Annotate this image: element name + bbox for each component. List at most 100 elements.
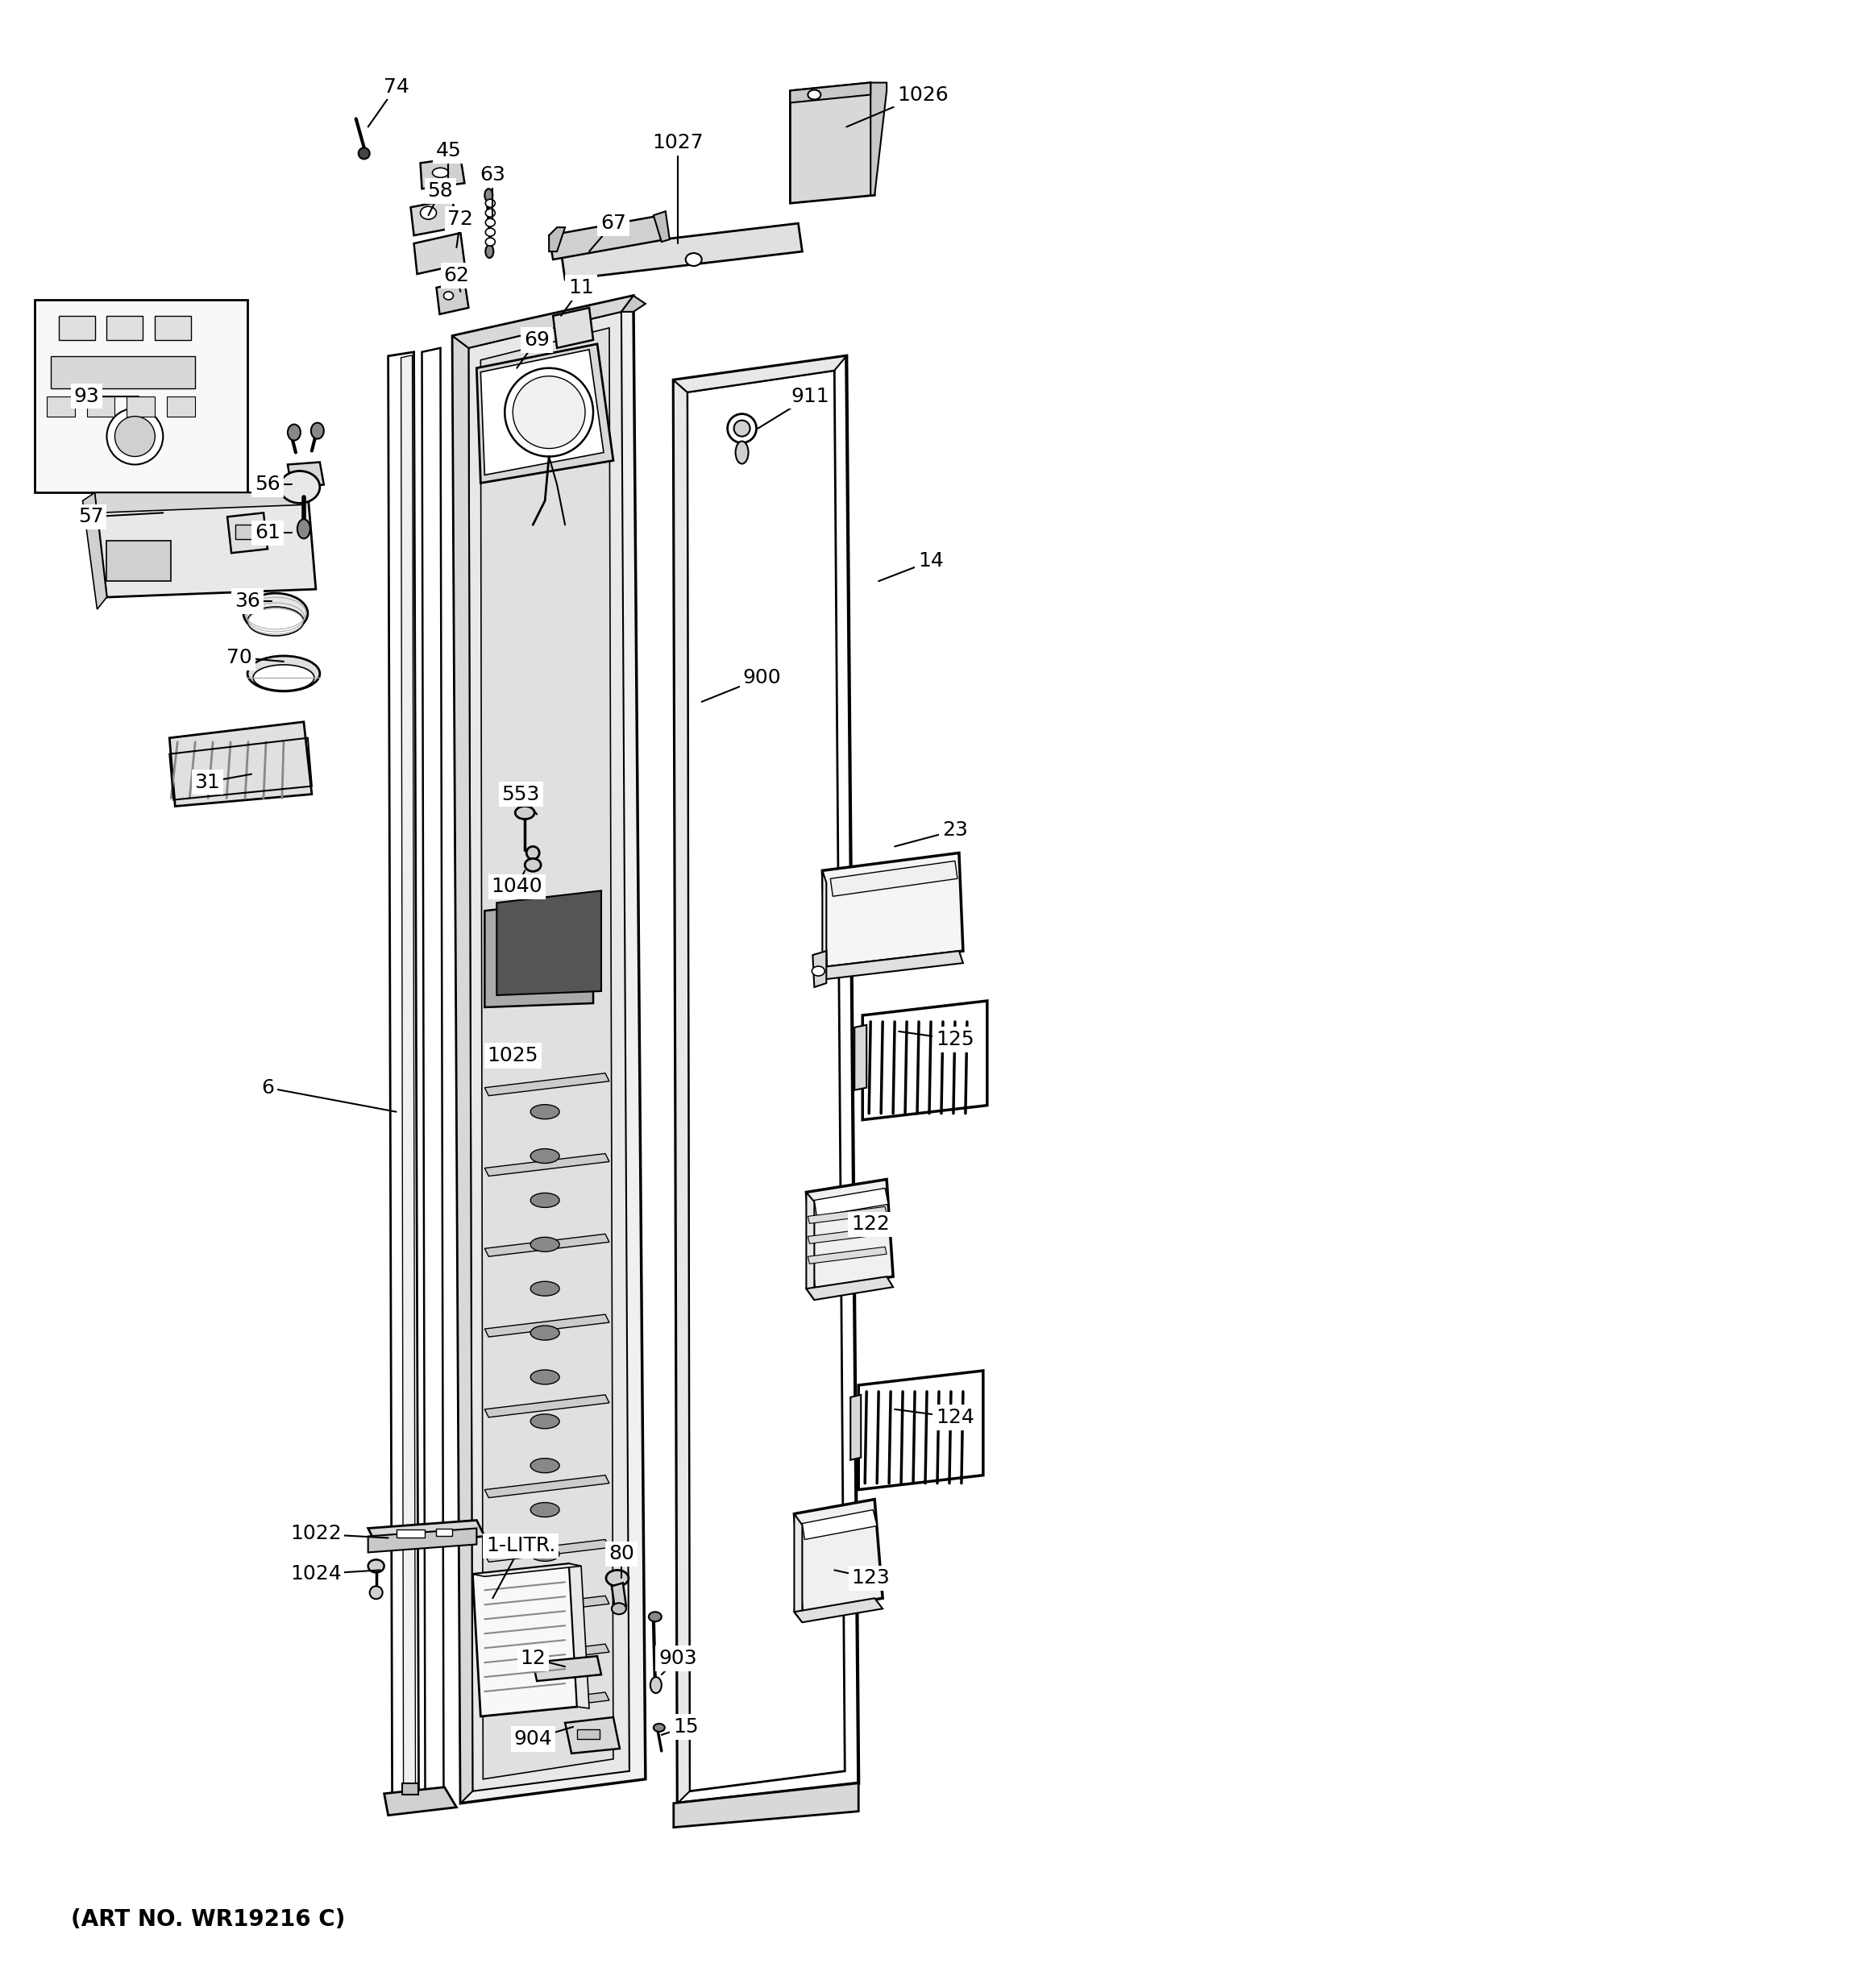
Bar xyxy=(155,316,192,340)
Ellipse shape xyxy=(530,1237,559,1252)
Polygon shape xyxy=(82,493,106,608)
Text: 1024: 1024 xyxy=(291,1565,341,1584)
Ellipse shape xyxy=(530,1149,559,1163)
Ellipse shape xyxy=(444,292,453,300)
Polygon shape xyxy=(410,199,457,235)
Ellipse shape xyxy=(244,592,308,634)
Text: 23: 23 xyxy=(942,821,968,841)
Text: 63: 63 xyxy=(479,165,505,185)
Text: 1027: 1027 xyxy=(653,133,703,153)
Ellipse shape xyxy=(311,423,325,439)
Text: 553: 553 xyxy=(502,785,541,803)
Polygon shape xyxy=(565,1718,619,1753)
Polygon shape xyxy=(548,227,565,252)
Polygon shape xyxy=(485,1539,610,1563)
Polygon shape xyxy=(806,1193,815,1300)
Polygon shape xyxy=(367,1521,485,1545)
Text: 58: 58 xyxy=(427,181,453,201)
Text: 1040: 1040 xyxy=(490,877,543,897)
Text: 15: 15 xyxy=(673,1718,698,1738)
Ellipse shape xyxy=(649,1612,662,1622)
Text: 1-LITR.: 1-LITR. xyxy=(487,1537,556,1557)
Polygon shape xyxy=(794,1513,802,1622)
Ellipse shape xyxy=(612,1602,627,1614)
Ellipse shape xyxy=(530,1413,559,1429)
Polygon shape xyxy=(485,1692,610,1716)
Ellipse shape xyxy=(116,415,155,457)
Text: 93: 93 xyxy=(75,386,99,406)
Polygon shape xyxy=(791,83,875,203)
Text: 74: 74 xyxy=(384,78,408,95)
Polygon shape xyxy=(401,356,416,1797)
Text: 122: 122 xyxy=(850,1215,890,1235)
Text: 70: 70 xyxy=(228,648,252,668)
Polygon shape xyxy=(453,336,472,1803)
Text: 125: 125 xyxy=(936,1030,974,1050)
Ellipse shape xyxy=(254,664,313,690)
Bar xyxy=(106,541,172,580)
Polygon shape xyxy=(170,722,311,807)
Ellipse shape xyxy=(485,219,494,227)
Ellipse shape xyxy=(530,1636,559,1650)
Text: 14: 14 xyxy=(918,551,944,571)
Polygon shape xyxy=(388,352,420,1799)
Polygon shape xyxy=(477,344,614,483)
Polygon shape xyxy=(815,1189,888,1217)
Text: 67: 67 xyxy=(601,213,627,233)
Ellipse shape xyxy=(513,376,586,449)
Polygon shape xyxy=(830,861,957,897)
Ellipse shape xyxy=(287,423,300,441)
Ellipse shape xyxy=(485,189,492,201)
Polygon shape xyxy=(485,1235,610,1256)
Polygon shape xyxy=(496,891,601,996)
Ellipse shape xyxy=(420,207,436,219)
Polygon shape xyxy=(673,1783,858,1827)
Polygon shape xyxy=(862,1000,987,1119)
Ellipse shape xyxy=(358,147,369,159)
Polygon shape xyxy=(673,380,690,1803)
Ellipse shape xyxy=(606,1571,629,1586)
Text: 911: 911 xyxy=(791,386,830,406)
Polygon shape xyxy=(554,308,593,348)
Ellipse shape xyxy=(651,1678,662,1694)
Polygon shape xyxy=(673,356,858,1803)
Polygon shape xyxy=(481,328,614,1779)
Ellipse shape xyxy=(530,1503,559,1517)
Polygon shape xyxy=(468,312,629,1791)
Bar xyxy=(235,525,256,539)
Bar xyxy=(106,316,144,340)
Ellipse shape xyxy=(367,1561,384,1573)
Ellipse shape xyxy=(735,441,748,463)
Ellipse shape xyxy=(280,471,319,503)
Polygon shape xyxy=(485,1074,610,1095)
Polygon shape xyxy=(533,1656,601,1682)
Text: 11: 11 xyxy=(569,278,593,298)
Polygon shape xyxy=(414,233,464,274)
Polygon shape xyxy=(822,871,826,980)
Polygon shape xyxy=(367,1529,477,1553)
Polygon shape xyxy=(34,300,248,493)
Ellipse shape xyxy=(530,1459,559,1473)
Ellipse shape xyxy=(248,606,304,636)
Text: 1022: 1022 xyxy=(291,1525,341,1543)
Polygon shape xyxy=(485,899,593,1008)
Text: 904: 904 xyxy=(513,1730,552,1749)
Polygon shape xyxy=(472,1565,582,1576)
Polygon shape xyxy=(228,513,267,553)
Polygon shape xyxy=(794,1598,882,1622)
Bar xyxy=(436,1529,453,1537)
Ellipse shape xyxy=(248,656,319,692)
Polygon shape xyxy=(791,83,871,103)
Ellipse shape xyxy=(524,859,541,871)
Polygon shape xyxy=(871,83,886,195)
Text: 69: 69 xyxy=(524,330,550,350)
Ellipse shape xyxy=(485,199,494,207)
Polygon shape xyxy=(858,1370,983,1489)
Ellipse shape xyxy=(686,252,701,266)
Text: 903: 903 xyxy=(658,1648,698,1668)
Ellipse shape xyxy=(433,167,448,177)
Polygon shape xyxy=(95,493,308,513)
Polygon shape xyxy=(794,1499,882,1612)
Polygon shape xyxy=(485,1153,610,1177)
Polygon shape xyxy=(808,1227,886,1244)
